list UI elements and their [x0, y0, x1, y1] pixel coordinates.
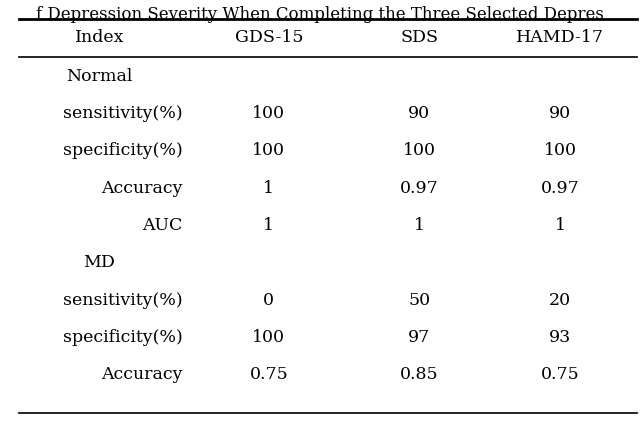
Text: 93: 93 — [549, 329, 571, 346]
Text: 1: 1 — [413, 217, 425, 234]
Text: 1: 1 — [263, 217, 275, 234]
Text: 90: 90 — [408, 105, 430, 122]
Text: 0.75: 0.75 — [541, 366, 579, 383]
Text: f Depression Severity When Completing the Three Selected Depres: f Depression Severity When Completing th… — [36, 6, 604, 23]
Text: 97: 97 — [408, 329, 430, 346]
Text: 50: 50 — [408, 292, 430, 309]
Text: 1: 1 — [554, 217, 566, 234]
Text: HAMD-17: HAMD-17 — [516, 29, 604, 46]
Text: 90: 90 — [549, 105, 571, 122]
Text: 100: 100 — [403, 142, 436, 159]
Text: specificity(%): specificity(%) — [63, 142, 182, 159]
Text: MD: MD — [83, 254, 115, 271]
Text: specificity(%): specificity(%) — [63, 329, 182, 346]
Text: 0.97: 0.97 — [541, 180, 579, 197]
Text: 100: 100 — [543, 142, 577, 159]
Text: 100: 100 — [252, 105, 285, 122]
Text: 20: 20 — [549, 292, 571, 309]
Text: Accuracy: Accuracy — [101, 366, 182, 383]
Text: 0.97: 0.97 — [400, 180, 438, 197]
Text: sensitivity(%): sensitivity(%) — [63, 105, 182, 122]
Text: 0.75: 0.75 — [250, 366, 288, 383]
Text: 1: 1 — [263, 180, 275, 197]
Text: Normal: Normal — [66, 68, 132, 85]
Text: 100: 100 — [252, 329, 285, 346]
Text: 0.85: 0.85 — [400, 366, 438, 383]
Text: Accuracy: Accuracy — [101, 180, 182, 197]
Text: Index: Index — [74, 29, 124, 46]
Text: AUC: AUC — [142, 217, 182, 234]
Text: GDS-15: GDS-15 — [234, 29, 303, 46]
Text: 0: 0 — [263, 292, 275, 309]
Text: 100: 100 — [252, 142, 285, 159]
Text: SDS: SDS — [400, 29, 438, 46]
Text: sensitivity(%): sensitivity(%) — [63, 292, 182, 309]
